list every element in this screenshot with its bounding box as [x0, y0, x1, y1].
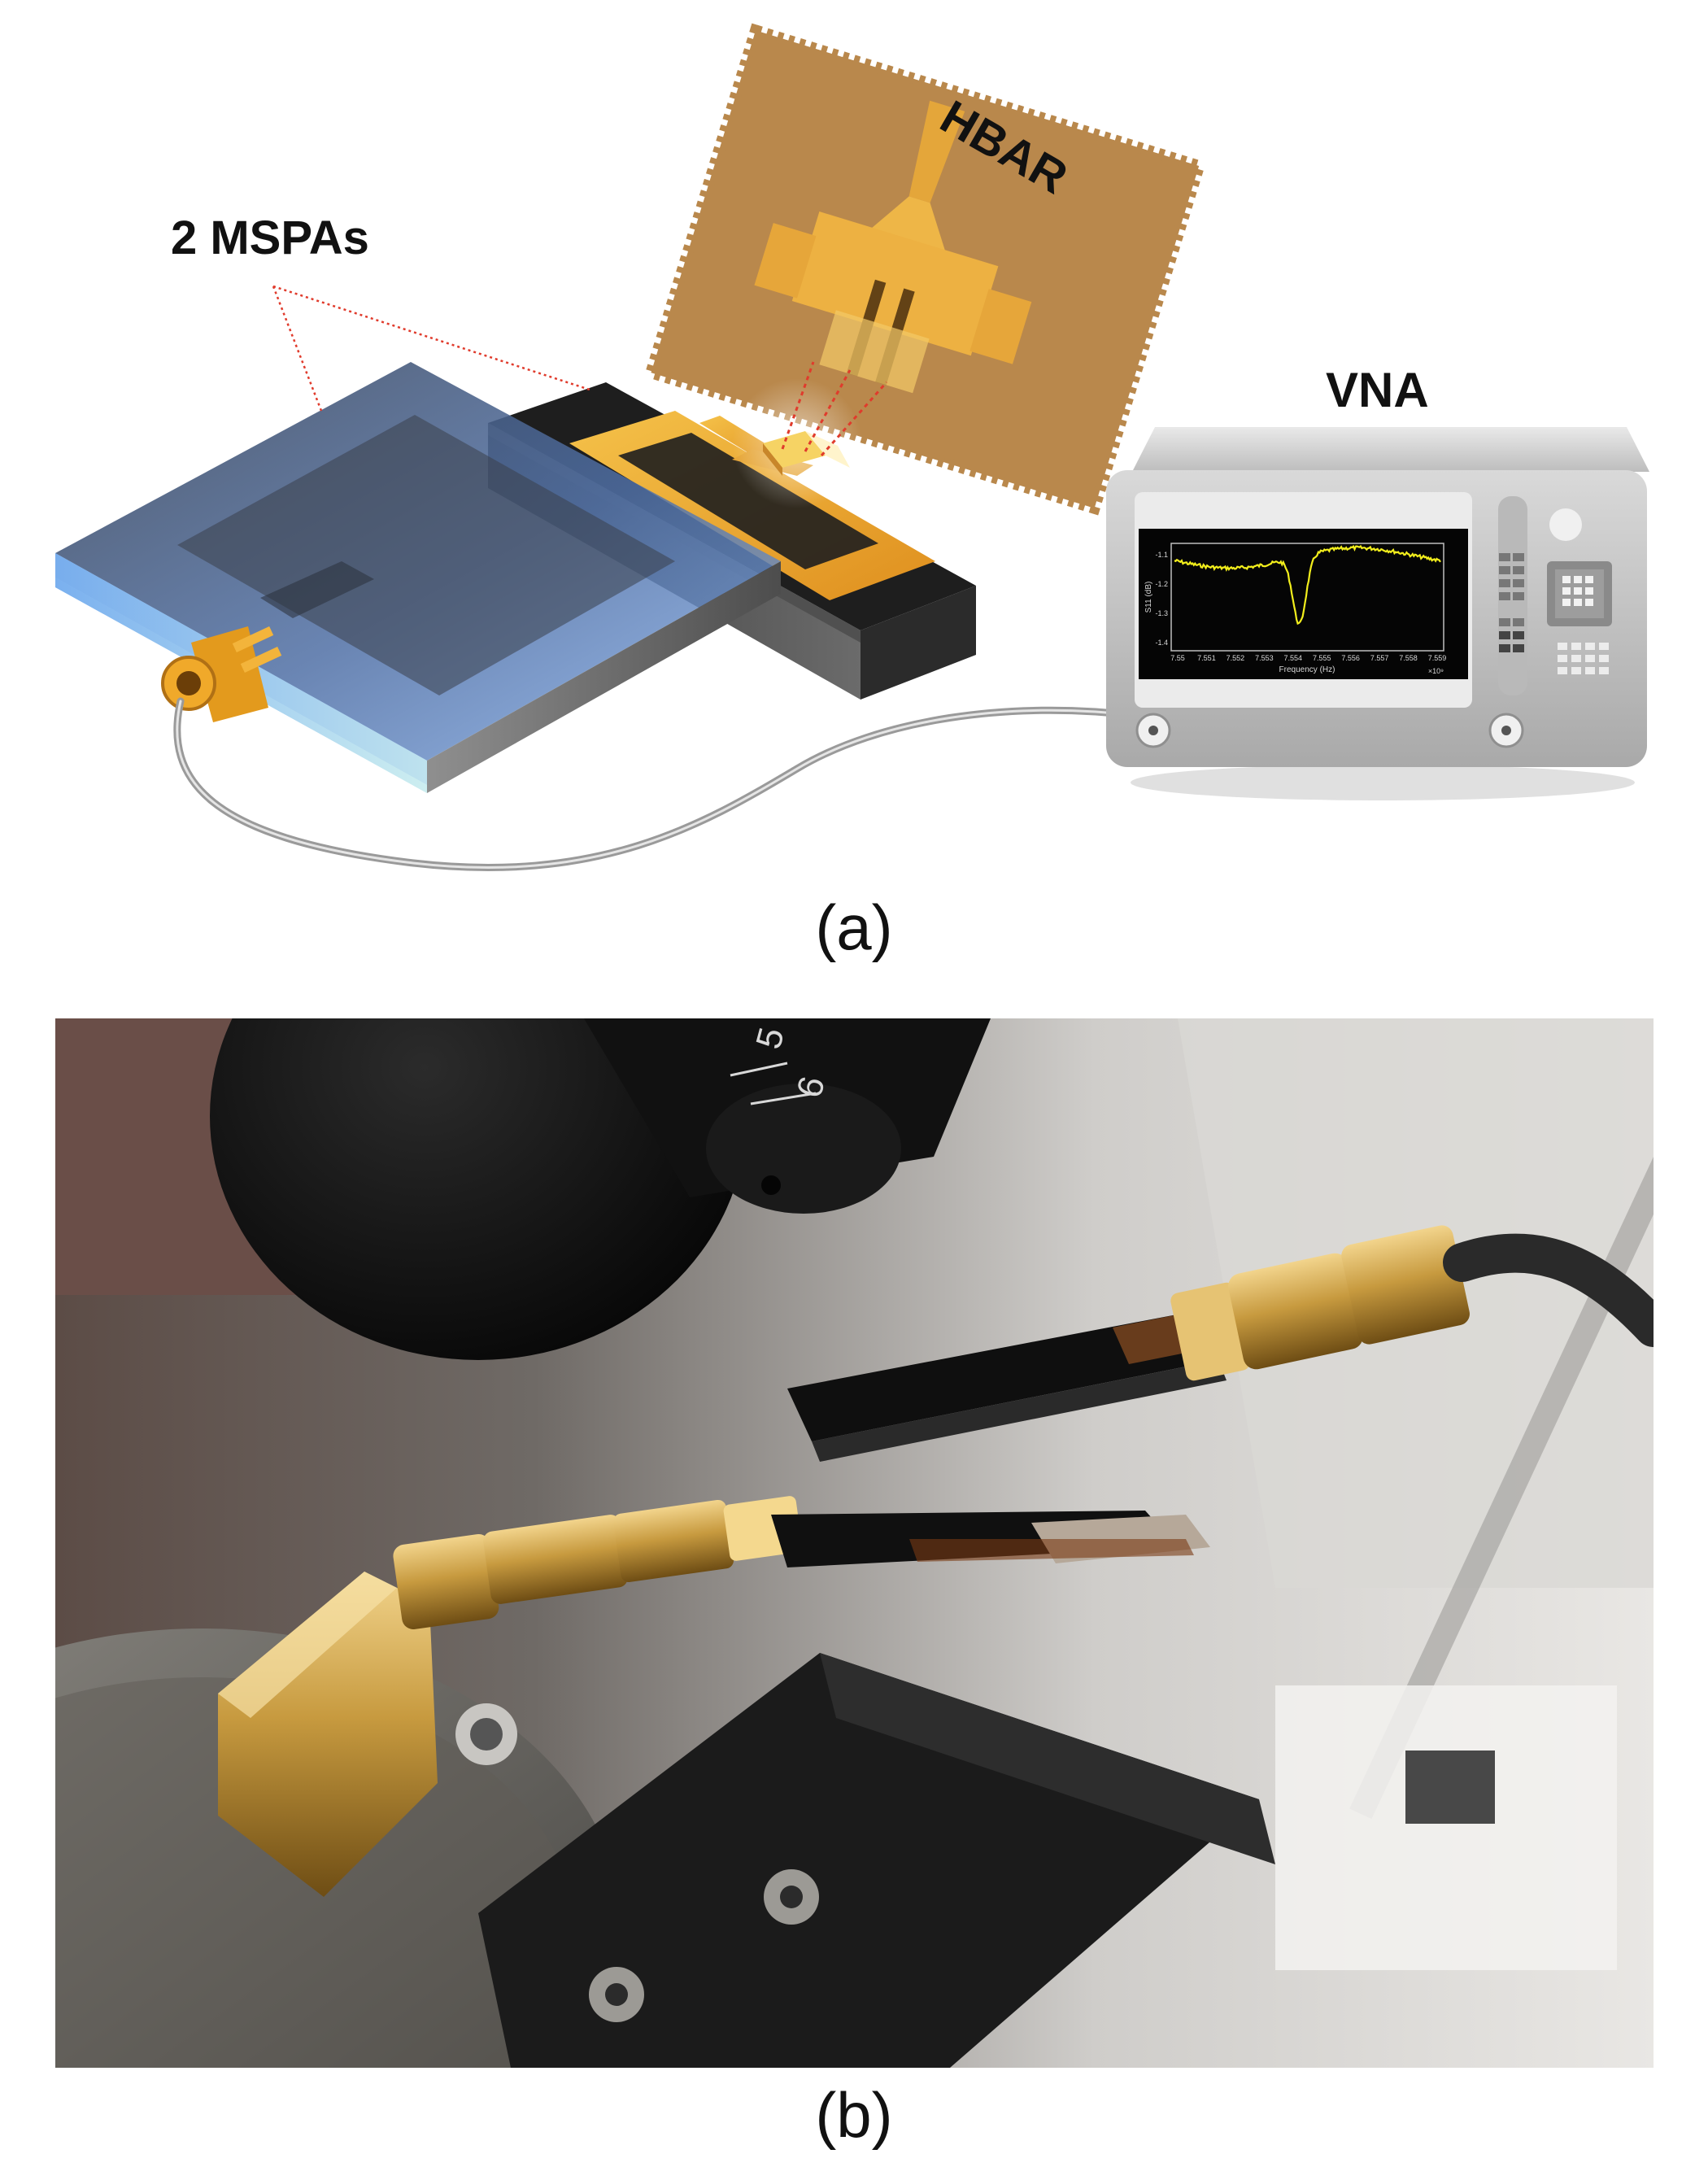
vna-x-tick-label: 7.551	[1197, 654, 1216, 662]
label-2-mspas: 2 MSPAs	[171, 211, 369, 264]
sma-chain-upper	[1170, 1225, 1654, 1381]
vna-s11-plot: -1.1-1.2-1.3-1.4 7.55 7.551 7.552 7.553 7.55…	[1139, 529, 1468, 679]
vna-x-tick-label: 7.55	[1170, 654, 1185, 662]
brass-adapter-block	[218, 1572, 517, 1897]
coax-cable-upper	[1443, 1233, 1654, 1347]
lower-mspa-board	[771, 1511, 1210, 1567]
vna-x-ticks: 7.55 7.551 7.552 7.553 7.554 7.555 7.556 7.557 7…	[1170, 654, 1446, 662]
vna-plot-background	[1139, 529, 1468, 679]
vna-keypad	[1499, 553, 1609, 674]
vna-y-tick-label: -1.3	[1155, 609, 1168, 617]
label-vna: VNA	[1326, 363, 1429, 417]
vna-y-ticks: -1.1 -1.2 -1.3 -1.4	[1155, 551, 1168, 647]
black-mount	[478, 1653, 1275, 2068]
vna-x-tick-label: 7.552	[1227, 654, 1245, 662]
vna-x-tick-label: 7.554	[1284, 654, 1303, 662]
vna-y-tick-label: -1.1	[1155, 551, 1168, 559]
vna-x-tick-label: 7.557	[1370, 654, 1389, 662]
vna-plot-ylabel: S11 (dB)	[1144, 582, 1153, 613]
microscope-objective: 5 6	[210, 1018, 991, 1360]
background-equipment	[1275, 1685, 1617, 1970]
vna-s11-trace	[1174, 544, 1441, 626]
sma-connector-left	[161, 626, 282, 722]
setup-photograph: 5 6	[55, 1018, 1654, 2068]
vna-x-tick-label: 7.555	[1313, 654, 1331, 662]
mspa-leader-lines	[272, 285, 593, 412]
caption-b: (b)	[815, 2079, 893, 2151]
vna-x-tick-label: 7.556	[1341, 654, 1360, 662]
vna-plot-x-exponent: ×10⁹	[1428, 667, 1444, 675]
vna-x-tick-label: 7.558	[1399, 654, 1418, 662]
vna-x-tick-label: 7.559	[1428, 654, 1447, 662]
setup-schematic: -1.1-1.2-1.3-1.4 7.55 7.551 7.552 7.553 7.55…	[55, 23, 1649, 871]
vna-y-tick-label: -1.2	[1155, 580, 1168, 588]
vna-plot-xlabel: Frequency (Hz)	[1279, 665, 1335, 674]
hbar-electrode	[754, 100, 1032, 394]
vna-y-tick-label: -1.4	[1155, 639, 1168, 647]
vna-plot-axes	[1170, 543, 1444, 652]
hbar-projection-lines	[781, 361, 888, 456]
vna-x-tick-label: 7.553	[1255, 654, 1274, 662]
caption-a: (a)	[815, 892, 893, 963]
